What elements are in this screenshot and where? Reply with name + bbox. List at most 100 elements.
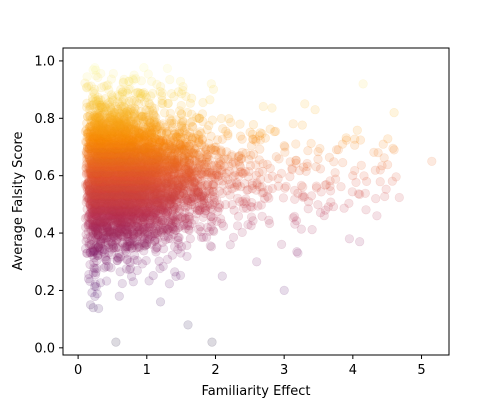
scatter-point — [184, 224, 194, 234]
scatter-point — [95, 217, 105, 227]
scatter-point — [96, 237, 106, 247]
scatter-point — [158, 225, 168, 235]
scatter-point — [95, 244, 105, 254]
scatter-point — [150, 236, 160, 246]
scatter-point — [132, 256, 142, 266]
scatter-point — [151, 226, 161, 236]
scatter-point — [121, 225, 131, 235]
scatter-point — [174, 239, 184, 249]
scatter-point — [121, 246, 131, 256]
scatter-point — [149, 226, 159, 236]
scatter-point — [100, 254, 110, 264]
scatter-point — [103, 227, 113, 237]
scatter-point — [233, 221, 243, 231]
scatter-point — [139, 215, 150, 225]
scatter-point — [123, 222, 133, 232]
scatter-point — [123, 230, 133, 240]
scatter-point — [216, 214, 226, 224]
scatter-point — [129, 255, 139, 265]
scatter-point — [218, 221, 229, 231]
scatter-point — [122, 229, 132, 239]
scatter-point — [117, 238, 127, 248]
scatter-point — [108, 234, 119, 244]
scatter-point — [116, 223, 127, 233]
scatter-point — [117, 227, 127, 237]
scatter-point — [80, 244, 91, 254]
scatter-point — [117, 217, 127, 227]
scatter-point — [154, 226, 164, 236]
scatter-point — [90, 222, 100, 232]
scatter-point — [134, 241, 144, 251]
scatter-point — [120, 219, 131, 229]
scatter-point — [101, 217, 111, 227]
scatter-point — [101, 220, 112, 230]
scatter-point — [171, 214, 181, 224]
scatter-point — [103, 226, 114, 236]
scatter-point — [139, 223, 150, 233]
scatter-point — [116, 230, 127, 240]
scatter-point — [101, 276, 112, 286]
scatter-point — [111, 243, 121, 253]
scatter-point — [157, 219, 167, 229]
scatter-point — [125, 215, 135, 225]
scatter-point — [315, 143, 325, 154]
scatter-point — [114, 223, 124, 233]
scatter-point — [92, 263, 102, 274]
scatter-point — [140, 238, 150, 248]
scatter-point — [85, 220, 95, 230]
scatter-point — [108, 214, 118, 224]
scatter-point — [93, 303, 104, 314]
scatter-point — [113, 215, 123, 225]
scatter-point — [302, 158, 312, 169]
scatter-point — [169, 215, 180, 225]
scatter-point — [140, 229, 150, 239]
scatter-point — [114, 254, 124, 264]
scatter-point — [228, 232, 239, 242]
scatter-point — [92, 243, 102, 253]
scatter-point — [83, 221, 93, 231]
scatter-point — [163, 254, 173, 264]
scatter-point — [293, 248, 303, 258]
scatter-point — [123, 221, 133, 231]
scatter-point — [148, 271, 158, 281]
scatter-point — [92, 232, 102, 242]
scatter-point — [113, 242, 124, 252]
scatter-point — [139, 246, 149, 256]
scatter-point — [142, 237, 152, 248]
scatter-point — [151, 224, 161, 234]
scatter-point — [394, 192, 404, 203]
scatter-point — [140, 234, 150, 244]
scatter-point — [129, 230, 139, 240]
scatter-point — [165, 226, 175, 237]
scatter-point — [97, 218, 108, 228]
scatter-point — [324, 152, 335, 162]
scatter-point — [106, 216, 116, 226]
scatter-point — [166, 214, 176, 224]
scatter-point — [90, 246, 100, 256]
scatter-point — [112, 230, 122, 240]
scatter-point — [279, 285, 289, 296]
scatter-point — [119, 214, 129, 224]
scatter-point — [92, 225, 103, 235]
scatter-point — [93, 242, 104, 252]
scatter-point — [81, 222, 91, 232]
scatter-point — [94, 219, 104, 229]
scatter-point — [118, 222, 128, 232]
scatter-point — [105, 215, 115, 225]
scatter-point — [164, 224, 174, 234]
scatter-point — [164, 233, 174, 243]
scatter-point — [86, 225, 96, 235]
scatter-point — [356, 160, 366, 170]
scatter-point — [95, 240, 105, 250]
scatter-point — [185, 234, 195, 244]
scatter-point — [99, 217, 109, 227]
scatter-point — [137, 232, 147, 242]
scatter-point — [151, 247, 161, 257]
scatter-point — [85, 231, 96, 242]
scatter-point — [122, 217, 132, 227]
scatter-point — [92, 251, 103, 261]
scatter-point — [160, 223, 170, 233]
scatter-point — [112, 255, 122, 266]
scatter-point — [115, 216, 126, 226]
